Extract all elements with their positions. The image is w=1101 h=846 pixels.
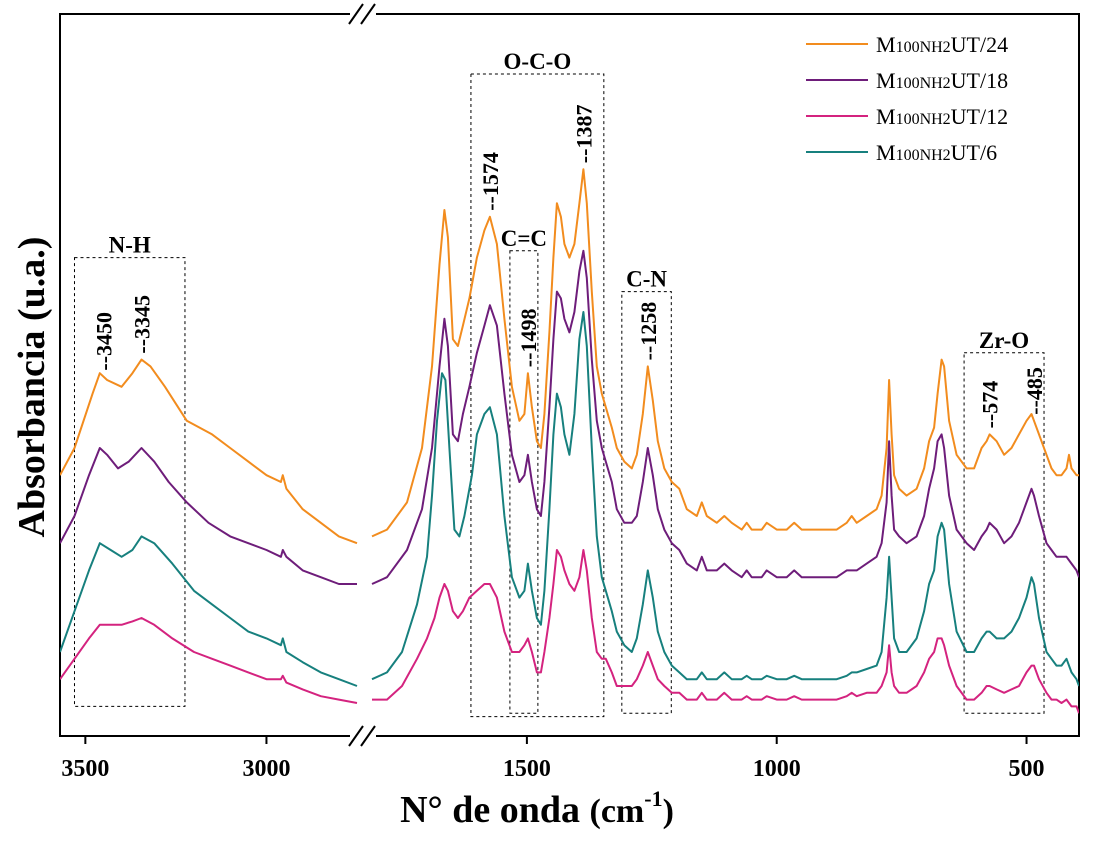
series-line-1-segment-2: [371, 168, 1079, 538]
region-label-1: N-H: [109, 233, 151, 258]
region-boxes: N-H O-C-O C=C C-N Zr-O: [73, 49, 1045, 718]
legend-label-4: M100NH2UT/6: [876, 140, 997, 165]
x-axis-ticks: 3500 3000 1500 1000 500: [61, 736, 1045, 782]
peak-annotations: --3450 --3345 --1574 --1498 --1387 --1258 --57…: [92, 105, 1048, 429]
region-label-2: O-C-O: [504, 49, 572, 74]
region-box-3: [509, 250, 539, 714]
peak-label-1: --3450: [92, 312, 117, 371]
region-label-4: C-N: [626, 267, 667, 292]
peak-label-6: --1258: [636, 302, 661, 361]
peak-label-5: --1387: [571, 105, 596, 164]
series-lines: [60, 168, 1079, 714]
series-line-4-segment-2: [371, 311, 1079, 687]
x-tick-label-5: 500: [1009, 756, 1045, 782]
y-axis-title: Absorbancia (u.a.): [11, 237, 53, 538]
legend: M100NH2UT/24 M100NH2UT/18 M100NH2UT/12 M100…: [806, 32, 1008, 165]
series-line-3-segment-1: [60, 617, 358, 704]
series-line-3-segment-2: [372, 549, 1079, 714]
region-box-1: [73, 257, 186, 707]
x-tick-label-3: 1500: [503, 756, 551, 782]
series-line-2-segment-2: [371, 249, 1079, 585]
x-tick-label-2: 3000: [242, 756, 290, 782]
region-label-3: C=C: [501, 226, 547, 251]
region-label-5: Zr-O: [979, 328, 1029, 353]
axis-break-bottom: [348, 724, 376, 748]
peak-label-7: --574: [978, 381, 1003, 429]
x-tick-label-4: 1000: [753, 756, 801, 782]
legend-label-1: M100NH2UT/24: [876, 32, 1008, 57]
region-box-2: [470, 73, 605, 718]
axis-break-top: [348, 2, 376, 26]
plot-frame: [59, 13, 1080, 737]
x-tick-label-1: 3500: [61, 756, 109, 782]
series-line-4-segment-1: [60, 535, 358, 687]
peak-label-8: --485: [1022, 367, 1047, 415]
peak-label-4: --1498: [516, 309, 541, 368]
legend-label-3: M100NH2UT/12: [876, 104, 1008, 129]
series-line-1-segment-1: [60, 358, 358, 545]
series-line-2-segment-1: [60, 447, 357, 585]
peak-label-2: --3345: [130, 295, 155, 354]
legend-label-2: M100NH2UT/18: [876, 68, 1008, 93]
x-axis-title: N° de onda (cm-1): [400, 786, 674, 831]
peak-label-3: --1574: [478, 152, 503, 211]
region-box-4: [621, 291, 672, 714]
